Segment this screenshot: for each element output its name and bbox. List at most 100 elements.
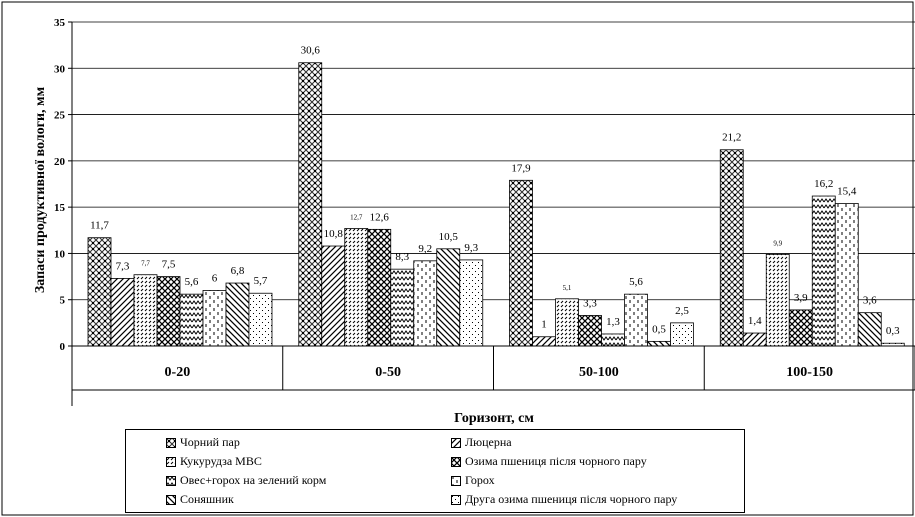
bar: [834, 203, 859, 347]
bar: [87, 237, 112, 347]
data-label: 7,5: [162, 259, 176, 271]
legend-item: Овес+горох на зелений корм: [166, 473, 326, 488]
bar: [765, 253, 790, 347]
bar: [133, 274, 158, 347]
legend-label: Соняшник: [180, 492, 234, 506]
bar: [857, 312, 882, 347]
bar: [742, 332, 767, 347]
data-label: 1,3: [606, 316, 620, 328]
bar: [179, 293, 204, 347]
data-label: 8,3: [395, 251, 409, 263]
bar: [436, 248, 461, 347]
y-tick-label: 35: [54, 17, 66, 29]
data-label: 0,5: [652, 323, 666, 335]
legend-label: Овес+горох на зелений корм: [180, 473, 327, 487]
legend-item: Люцерна: [451, 435, 512, 450]
bar: [110, 278, 135, 347]
data-label: 10,8: [324, 228, 344, 240]
data-label: 12,6: [370, 211, 390, 223]
bar: [532, 336, 556, 347]
data-label: 3,6: [863, 295, 877, 307]
bar: [509, 179, 533, 347]
bar: [811, 195, 836, 347]
data-label: 9,2: [418, 243, 432, 255]
legend-swatch: [451, 475, 461, 486]
data-label: 16,2: [814, 178, 833, 190]
legend-item: Горох: [451, 473, 495, 488]
legend-swatch: [451, 494, 461, 505]
data-label: 15,4: [837, 185, 857, 197]
bar: [156, 276, 181, 347]
data-label: 5,6: [629, 276, 643, 288]
data-label: 1: [541, 319, 547, 331]
y-tick-label: 30: [54, 63, 66, 75]
bar: [624, 293, 648, 347]
data-label: 7,7: [141, 260, 150, 268]
data-label: 9,3: [464, 242, 478, 254]
data-label: 5,1: [563, 284, 572, 292]
data-label: 30,6: [301, 45, 321, 57]
legend-label: Озима пшениця після чорного пару: [465, 454, 647, 468]
legend: Чорний пар Люцерна Кукурудза МВС Озима пшен…: [125, 429, 745, 513]
bar: [578, 315, 602, 347]
data-label: 6: [212, 272, 218, 284]
bar: [344, 228, 369, 347]
bar: [248, 292, 273, 347]
data-label: 0,3: [886, 325, 900, 337]
y-tick-label: 20: [54, 156, 66, 168]
y-tick-label: 0: [60, 341, 66, 353]
legend-label: Горох: [465, 473, 495, 487]
data-label: 9,9: [773, 239, 782, 247]
y-tick-label: 5: [60, 295, 66, 307]
bar: [367, 228, 392, 347]
x-tick-label: 0-20: [165, 365, 191, 380]
bar: [647, 340, 671, 347]
bar: [413, 260, 438, 347]
legend-item: Друга озима пшениця після чорного пару: [451, 492, 677, 507]
bar: [390, 268, 415, 347]
legend-swatch: [451, 437, 461, 448]
legend-item: Кукурудза МВС: [166, 454, 262, 469]
data-label: 3,3: [583, 297, 597, 309]
legend-swatch: [166, 456, 176, 467]
data-label: 10,5: [439, 231, 459, 243]
bar: [719, 149, 744, 347]
data-label: 21,2: [722, 132, 741, 144]
bar: [459, 259, 484, 347]
data-label: 5,6: [185, 276, 199, 288]
bar: [670, 322, 694, 347]
legend-item: Озима пшениця після чорного пару: [451, 454, 647, 469]
data-label: 1,4: [748, 315, 762, 327]
legend-item: Чорний пар: [166, 435, 240, 450]
legend-label: Чорний пар: [180, 435, 240, 449]
data-label: 12,7: [350, 213, 363, 221]
x-tick-label: 100-150: [786, 365, 833, 380]
data-label: 7,3: [116, 260, 130, 272]
bar: [202, 290, 227, 347]
legend-swatch: [166, 437, 176, 448]
data-label: 5,7: [254, 275, 268, 287]
legend-swatch: [451, 456, 461, 467]
y-axis-label: Запаси продуктивної вологи, мм: [33, 86, 48, 293]
legend-label: Друга озима пшениця після чорного пару: [465, 492, 678, 506]
bar: [555, 298, 579, 347]
bar: [321, 245, 346, 347]
y-tick-label: 15: [54, 202, 66, 214]
legend-label: Кукурудза МВС: [180, 454, 262, 468]
data-label: 11,7: [90, 220, 109, 232]
data-label: 3,9: [794, 292, 808, 304]
x-axis-label: Горизонт, см: [454, 411, 534, 426]
legend-item: Соняшник: [166, 492, 234, 507]
data-label: 6,8: [231, 265, 245, 277]
bar: [298, 62, 323, 347]
data-label: 2,5: [675, 305, 689, 317]
data-label: 17,9: [511, 162, 531, 174]
x-tick-label: 0-50: [375, 365, 401, 380]
x-tick-label: 50-100: [579, 365, 619, 380]
y-tick-label: 25: [54, 110, 66, 122]
bar: [225, 282, 250, 347]
legend-label: Люцерна: [465, 435, 512, 449]
bar: [788, 309, 813, 347]
bar: [601, 333, 625, 347]
legend-swatch: [166, 475, 176, 486]
